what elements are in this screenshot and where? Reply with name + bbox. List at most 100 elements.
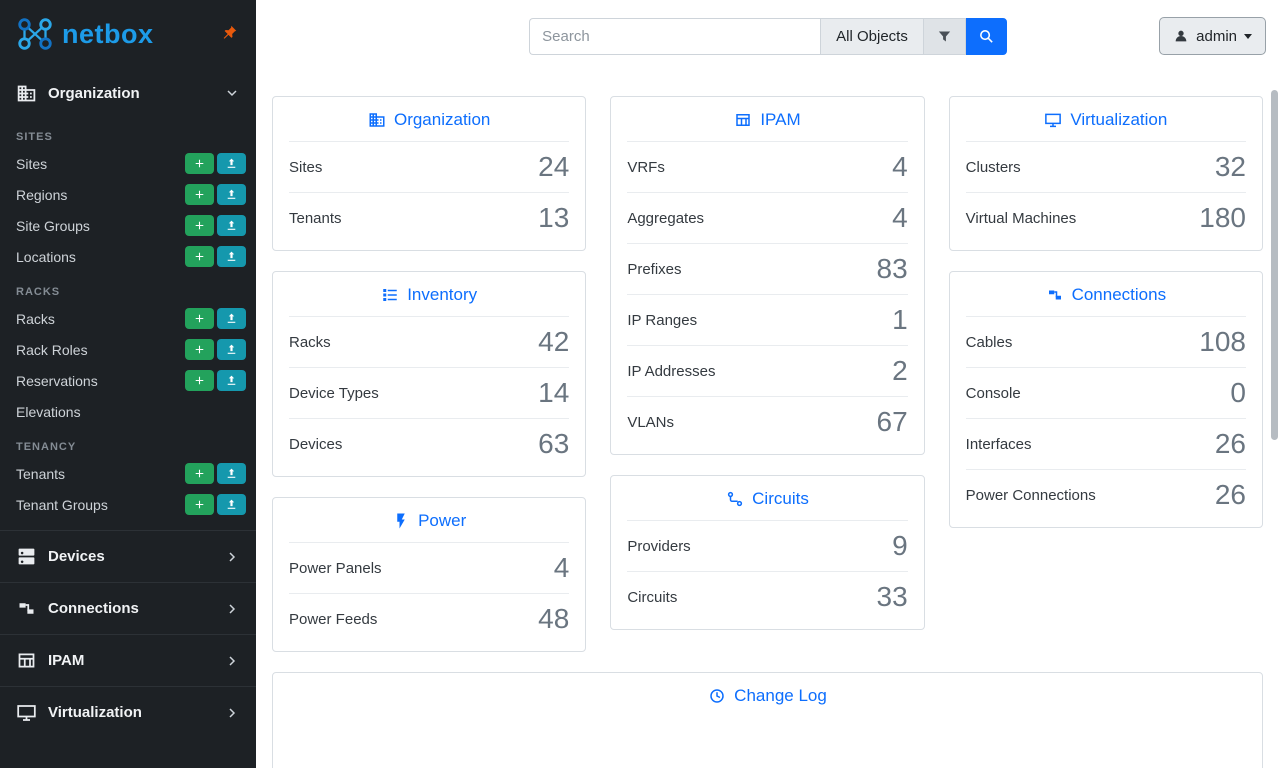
stat-link[interactable]: VLANs xyxy=(627,413,675,431)
sidebar-item-link[interactable]: Reservations xyxy=(16,372,98,389)
stat-link[interactable]: Cables xyxy=(965,333,1013,351)
card-power: Power Power Panels 4 Power Feeds 48 xyxy=(272,497,587,652)
chevron-right-icon xyxy=(229,707,236,718)
sidebar-group-ipam[interactable]: IPAM xyxy=(0,634,256,686)
stat-row: Sites 24 xyxy=(289,141,570,192)
import-button[interactable] xyxy=(217,463,246,484)
netbox-logo-icon xyxy=(18,18,52,50)
stat-link[interactable]: Interfaces xyxy=(965,435,1032,453)
sidebar-group-label: Virtualization xyxy=(48,704,142,721)
stat-link[interactable]: Power Connections xyxy=(965,486,1096,504)
stat-row: IP Addresses 2 xyxy=(627,345,908,396)
chevron-right-icon xyxy=(229,551,236,562)
netbox-logo[interactable]: netbox xyxy=(14,13,154,55)
plus-icon xyxy=(195,221,204,230)
stat-link[interactable]: Clusters xyxy=(965,158,1021,176)
add-button[interactable] xyxy=(185,370,214,391)
sidebar-group-devices[interactable]: Devices xyxy=(0,530,256,582)
pin-sidebar-button[interactable] xyxy=(219,22,240,46)
add-button[interactable] xyxy=(185,246,214,267)
vertical-scrollbar[interactable] xyxy=(1271,90,1278,440)
sidebar-item-link[interactable]: Tenant Groups xyxy=(16,496,108,513)
plus-icon xyxy=(195,252,204,261)
stat-link[interactable]: Tenants xyxy=(289,209,342,227)
stat-link[interactable]: Power Feeds xyxy=(289,610,378,628)
card-organization: Organization Sites 24 Tenants 13 xyxy=(272,96,587,251)
sidebar-item-sites: Sites xyxy=(0,148,256,179)
stat-value: 14 xyxy=(538,377,570,408)
sidebar-item-link[interactable]: Elevations xyxy=(16,403,81,420)
item-actions xyxy=(185,153,246,174)
search-submit-button[interactable] xyxy=(965,17,1007,55)
stat-link[interactable]: Virtual Machines xyxy=(965,209,1077,227)
search-group: All Objects xyxy=(529,17,1007,55)
stat-value: 32 xyxy=(1214,151,1246,182)
add-button[interactable] xyxy=(185,184,214,205)
stat-link[interactable]: Devices xyxy=(289,435,343,453)
pin-icon xyxy=(223,25,237,39)
import-button[interactable] xyxy=(217,246,246,267)
add-button[interactable] xyxy=(185,339,214,360)
stat-value: 26 xyxy=(1214,479,1246,510)
stat-link[interactable]: Aggregates xyxy=(627,209,705,227)
sidebar-group-organization[interactable]: Organization xyxy=(0,69,256,117)
stat-link[interactable]: Power Panels xyxy=(289,559,382,577)
import-button[interactable] xyxy=(217,339,246,360)
sidebar-item-link[interactable]: Sites xyxy=(16,155,48,172)
user-icon xyxy=(1175,30,1187,42)
sidebar-item-link[interactable]: Racks xyxy=(16,310,55,327)
table-icon xyxy=(736,114,751,126)
user-menu-button[interactable]: admin xyxy=(1159,17,1266,55)
stat-row: Interfaces 26 xyxy=(965,418,1246,469)
add-button[interactable] xyxy=(185,463,214,484)
sidebar-item-site-groups: Site Groups xyxy=(0,210,256,241)
sidebar-item-link[interactable]: Rack Roles xyxy=(16,341,88,358)
import-button[interactable] xyxy=(217,153,246,174)
card-circuits: Circuits Providers 9 Circuits 33 xyxy=(610,475,925,630)
sidebar-item-link[interactable]: Regions xyxy=(16,186,68,203)
add-button[interactable] xyxy=(185,494,214,515)
card-title-text: Connections xyxy=(1071,285,1167,304)
card-title-text: Virtualization xyxy=(1070,110,1168,129)
stat-link[interactable]: Sites xyxy=(289,158,323,176)
import-button[interactable] xyxy=(217,494,246,515)
import-button[interactable] xyxy=(217,370,246,391)
column-3: Virtualization Clusters 32 Virtual Machi… xyxy=(948,96,1263,528)
upload-icon xyxy=(227,468,236,478)
item-actions xyxy=(185,463,246,484)
stat-row: IP Ranges 1 xyxy=(627,294,908,345)
import-button[interactable] xyxy=(217,308,246,329)
stat-row: Prefixes 83 xyxy=(627,243,908,294)
sidebar-item-link[interactable]: Tenants xyxy=(16,465,66,482)
upload-icon xyxy=(227,499,236,509)
upload-icon xyxy=(227,158,236,168)
search-scope-button[interactable]: All Objects xyxy=(820,17,923,55)
stat-link[interactable]: Racks xyxy=(289,333,331,351)
sidebar-group-virtualization[interactable]: Virtualization xyxy=(0,686,256,738)
stat-link[interactable]: IP Addresses xyxy=(627,362,716,380)
add-button[interactable] xyxy=(185,215,214,236)
stat-link[interactable]: IP Ranges xyxy=(627,311,698,329)
sidebar-group-connections[interactable]: Connections xyxy=(0,582,256,634)
filter-button[interactable] xyxy=(922,17,966,55)
add-button[interactable] xyxy=(185,308,214,329)
stat-link[interactable]: Circuits xyxy=(627,588,678,606)
stat-row: Devices 63 xyxy=(289,418,570,469)
search-input[interactable] xyxy=(529,17,821,55)
stat-link[interactable]: Prefixes xyxy=(627,260,682,278)
card-connections: Connections Cables 108 Console 0 Interfa… xyxy=(948,271,1263,528)
stat-value: 0 xyxy=(1230,377,1246,408)
sidebar-item-link[interactable]: Locations xyxy=(16,248,76,265)
stat-link[interactable]: Console xyxy=(965,384,1021,402)
stat-link[interactable]: VRFs xyxy=(627,158,665,176)
add-button[interactable] xyxy=(185,153,214,174)
stat-link[interactable]: Device Types xyxy=(289,384,379,402)
import-button[interactable] xyxy=(217,215,246,236)
stat-value: 63 xyxy=(538,428,570,459)
column-1: Organization Sites 24 Tenants 13 xyxy=(272,96,587,652)
import-button[interactable] xyxy=(217,184,246,205)
stat-row: Cables 108 xyxy=(965,316,1246,367)
sidebar-item-link[interactable]: Site Groups xyxy=(16,217,90,234)
stat-link[interactable]: Providers xyxy=(627,537,691,555)
connections-icon xyxy=(19,603,34,614)
